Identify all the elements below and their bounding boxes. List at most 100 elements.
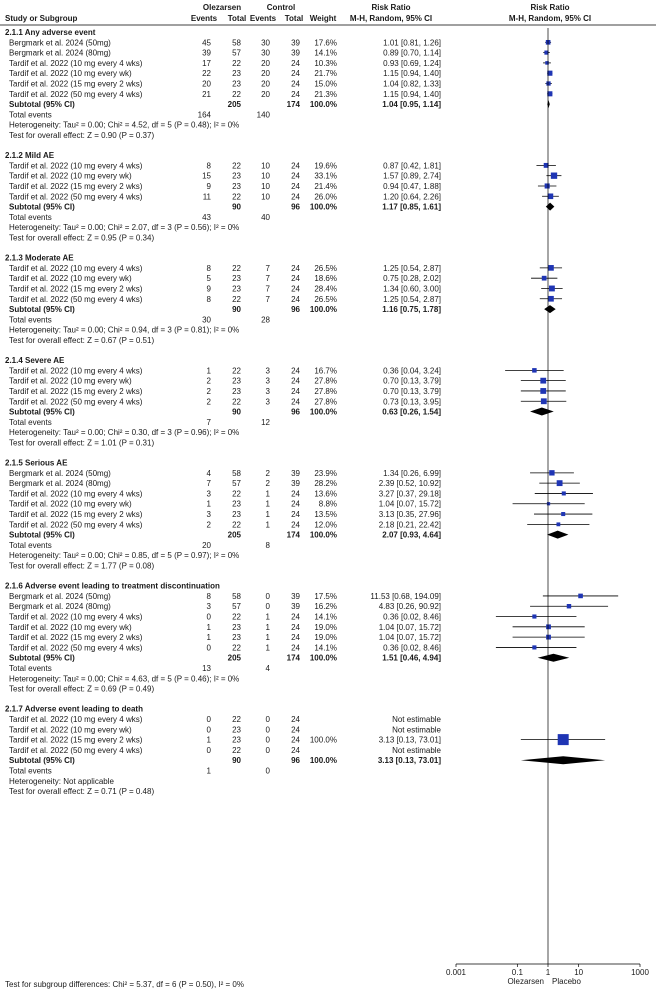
olezarsen-total: 23 — [232, 633, 241, 642]
olezarsen-total-events: 20 — [202, 541, 211, 550]
control-events: 0 — [266, 592, 271, 601]
control-total: 24 — [291, 366, 300, 375]
olezarsen-total: 22 — [232, 489, 241, 498]
plot-area: 0.001 0.1 1 10 1000 Olezarsen Placebo — [446, 28, 649, 986]
olezarsen-total: 22 — [232, 264, 241, 273]
control-total-events: 4 — [266, 664, 271, 673]
study-name: Bergmark et al. 2024 (80mg) — [9, 49, 111, 58]
olezarsen-events: 15 — [202, 172, 211, 181]
study-risk-ratio: 3.13 [0.35, 27.96] — [379, 510, 441, 519]
control-events: 10 — [261, 161, 270, 170]
control-total: 24 — [291, 387, 300, 396]
header-total1: Total — [228, 14, 247, 23]
olezarsen-events: 20 — [202, 80, 211, 89]
point-estimate — [546, 81, 551, 86]
control-total: 24 — [291, 725, 300, 734]
control-total: 39 — [291, 469, 300, 478]
x-tick-label: 1000 — [631, 968, 649, 977]
olezarsen-events: 2 — [207, 377, 212, 386]
study-name: Tardif et al. 2022 (10 mg every wk) — [9, 69, 132, 78]
subtotal-olezarsen-total: 90 — [232, 408, 241, 417]
study-name: Tardif et al. 2022 (50 mg every 4 wks) — [9, 90, 143, 99]
olezarsen-total-events: 43 — [202, 213, 211, 222]
control-total-events: 140 — [257, 110, 271, 119]
favours-placebo-label: Placebo — [552, 977, 581, 986]
olezarsen-total: 57 — [232, 602, 241, 611]
study-weight: 16.2% — [314, 602, 337, 611]
point-estimate — [547, 193, 554, 200]
control-events: 10 — [261, 182, 270, 191]
control-total: 24 — [291, 377, 300, 386]
control-events: 3 — [266, 387, 271, 396]
olezarsen-events: 7 — [207, 479, 212, 488]
pooled-diamond — [530, 407, 554, 416]
olezarsen-events: 3 — [207, 602, 212, 611]
olezarsen-total-events: 164 — [198, 110, 212, 119]
olezarsen-total: 23 — [232, 69, 241, 78]
olezarsen-total: 22 — [232, 715, 241, 724]
x-tick-label: 0.001 — [446, 968, 467, 977]
olezarsen-total: 22 — [232, 161, 241, 170]
point-estimate — [578, 593, 583, 599]
study-risk-ratio: 0.93 [0.69, 1.24] — [383, 59, 441, 68]
study-weight: 14.1% — [314, 613, 337, 622]
point-estimate — [541, 275, 547, 281]
x-tick-label: 0.1 — [512, 968, 524, 977]
study-name: Tardif et al. 2022 (15 mg every 2 wks) — [9, 736, 143, 745]
control-events: 20 — [261, 80, 270, 89]
olezarsen-total: 22 — [232, 90, 241, 99]
olezarsen-events: 0 — [207, 725, 212, 734]
study-weight: 19.0% — [314, 623, 337, 632]
subtotal-olezarsen-total: 205 — [228, 654, 242, 663]
olezarsen-total: 22 — [232, 59, 241, 68]
control-total: 39 — [291, 592, 300, 601]
study-name: Tardif et al. 2022 (50 mg every 4 wks) — [9, 746, 143, 755]
olezarsen-total: 22 — [232, 397, 241, 406]
study-name: Tardif et al. 2022 (10 mg every 4 wks) — [9, 613, 143, 622]
point-estimate — [561, 491, 566, 496]
control-total: 24 — [291, 59, 300, 68]
study-name: Tardif et al. 2022 (15 mg every 2 wks) — [9, 510, 143, 519]
subtotal-control-total: 174 — [287, 531, 301, 540]
study-weight: 14.1% — [314, 49, 337, 58]
control-events: 20 — [261, 90, 270, 99]
point-estimate — [543, 162, 549, 168]
control-events: 1 — [266, 613, 271, 622]
control-total: 24 — [291, 736, 300, 745]
study-name: Tardif et al. 2022 (10 mg every 4 wks) — [9, 59, 143, 68]
study-risk-ratio: 1.34 [0.26, 6.99] — [383, 469, 441, 478]
study-name: Tardif et al. 2022 (10 mg every wk) — [9, 172, 132, 181]
olezarsen-events: 1 — [207, 736, 212, 745]
point-estimate — [550, 172, 558, 179]
pooled-diamond — [545, 202, 555, 211]
study-name: Tardif et al. 2022 (50 mg every 4 wks) — [9, 295, 143, 304]
study-name: Tardif et al. 2022 (10 mg every 4 wks) — [9, 715, 143, 724]
olezarsen-events: 3 — [207, 510, 212, 519]
olezarsen-events: 0 — [207, 746, 212, 755]
control-events: 1 — [266, 520, 271, 529]
study-risk-ratio: 1.15 [0.94, 1.40] — [383, 90, 441, 99]
subtotal-label: Subtotal (95% CI) — [9, 654, 75, 663]
header-rr-title: Risk Ratio — [371, 3, 410, 12]
study-weight: 10.3% — [314, 59, 337, 68]
control-events: 1 — [266, 489, 271, 498]
olezarsen-events: 9 — [207, 182, 212, 191]
subtotal-control-total: 174 — [287, 100, 301, 109]
subtotal-weight: 100.0% — [310, 100, 337, 109]
point-estimate — [546, 502, 551, 506]
x-tick-label: 10 — [574, 968, 583, 977]
study-weight: 27.8% — [314, 387, 337, 396]
overall-effect: Test for overall effect: Z = 0.67 (P = 0… — [9, 336, 154, 345]
control-total: 24 — [291, 264, 300, 273]
control-events: 1 — [266, 633, 271, 642]
study-weight: 14.1% — [314, 643, 337, 652]
olezarsen-total: 23 — [232, 736, 241, 745]
control-total: 24 — [291, 746, 300, 755]
study-name: Tardif et al. 2022 (15 mg every 2 wks) — [9, 182, 143, 191]
olezarsen-total: 23 — [232, 80, 241, 89]
study-name: Tardif et al. 2022 (10 mg every wk) — [9, 725, 132, 734]
olezarsen-total: 23 — [232, 500, 241, 509]
control-events: 20 — [261, 59, 270, 68]
control-total: 24 — [291, 613, 300, 622]
